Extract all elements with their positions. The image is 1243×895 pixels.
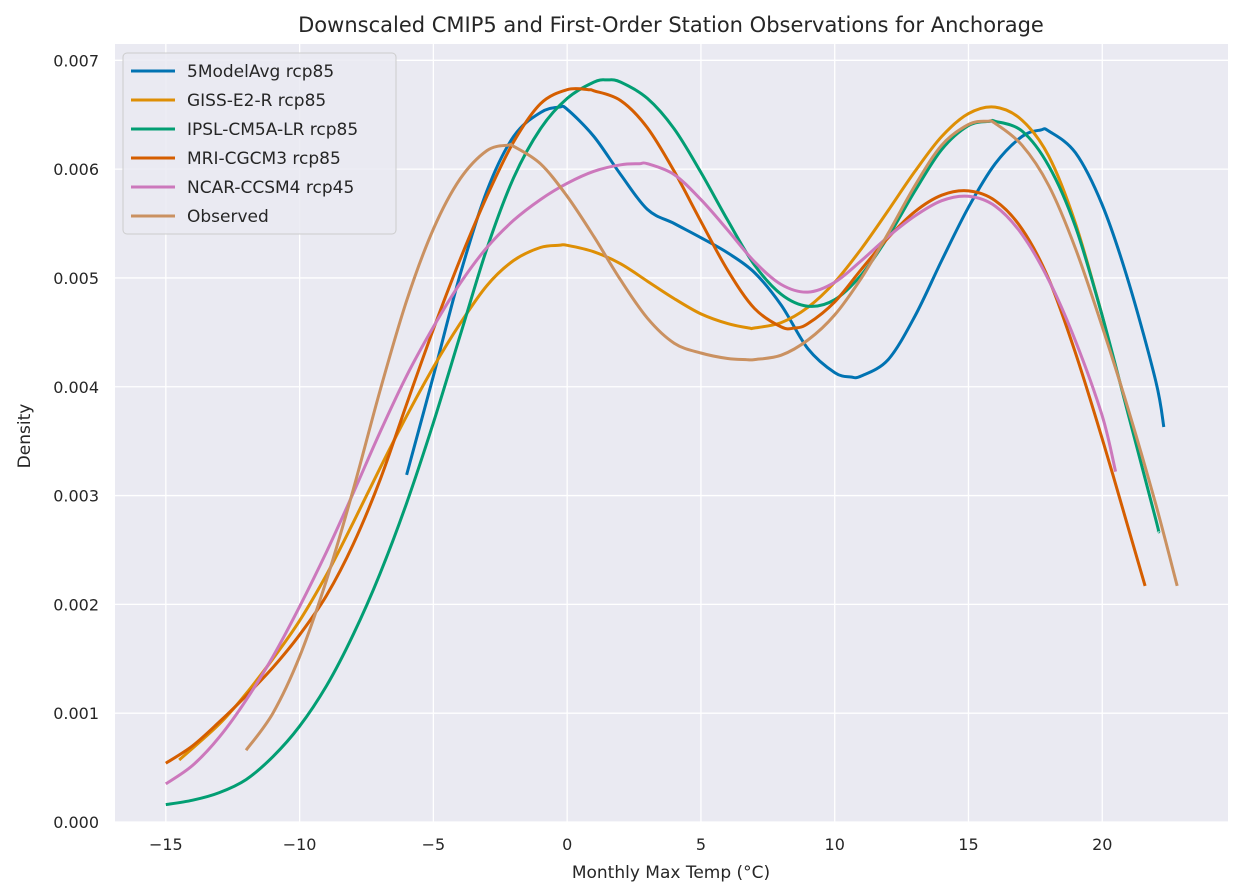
x-tick-label: 10	[825, 835, 845, 854]
y-tick-label: 0.001	[53, 704, 99, 723]
x-tick-label: 15	[958, 835, 978, 854]
legend-label-5modelavg-rcp85: 5ModelAvg rcp85	[187, 62, 334, 82]
series-line-giss-e2-r-rcp85	[178, 105, 1110, 762]
series-line-ipsl-cm5a-lr-rcp85	[165, 78, 1161, 807]
series-line-mri-cgcm3-rcp85	[164, 87, 1147, 765]
y-tick-label: 0.002	[53, 595, 99, 614]
x-tick-label: −10	[283, 835, 317, 854]
series-lines	[164, 78, 1179, 807]
y-tick-label: 0.005	[53, 269, 99, 288]
y-tick-label: 0.006	[53, 160, 99, 179]
x-tick-label: 0	[562, 835, 572, 854]
x-tick-label: −5	[422, 835, 446, 854]
y-tick-label: 0.000	[53, 813, 99, 832]
series-line-observed	[244, 119, 1179, 752]
legend: 5ModelAvg rcp85 GISS-E2-R rcp85 IPSL-CM5A-…	[122, 52, 397, 235]
legend-box	[122, 52, 397, 235]
series-line-5modelavg-rcp85	[405, 104, 1166, 476]
series-line-ncar-ccsm4-rcp45	[164, 161, 1118, 786]
x-axis-ticks: −15 −10 −5 0 5 10 15 20	[149, 835, 1112, 854]
y-tick-label: 0.004	[53, 378, 99, 397]
y-axis-label: Density	[15, 404, 35, 469]
x-tick-label: 5	[696, 835, 706, 854]
legend-label-observed: Observed	[187, 207, 269, 227]
legend-label-mri-cgcm3-rcp85: MRI-CGCM3 rcp85	[187, 149, 341, 169]
y-tick-label: 0.003	[53, 487, 99, 506]
legend-label-ncar-ccsm4-rcp45: NCAR-CCSM4 rcp45	[187, 178, 354, 198]
chart-title: Downscaled CMIP5 and First-Order Station…	[298, 13, 1044, 37]
y-axis-ticks: 0.000 0.001 0.002 0.003 0.004 0.005 0.006 0.007	[53, 51, 99, 832]
x-tick-label: 20	[1092, 835, 1112, 854]
x-axis-label: Monthly Max Temp (°C)	[572, 863, 770, 883]
x-tick-label: −15	[149, 835, 183, 854]
y-tick-label: 0.007	[53, 51, 99, 70]
legend-label-giss-e2-r-rcp85: GISS-E2-R rcp85	[187, 91, 326, 111]
legend-label-ipsl-cm5a-lr-rcp85: IPSL-CM5A-LR rcp85	[187, 120, 358, 140]
